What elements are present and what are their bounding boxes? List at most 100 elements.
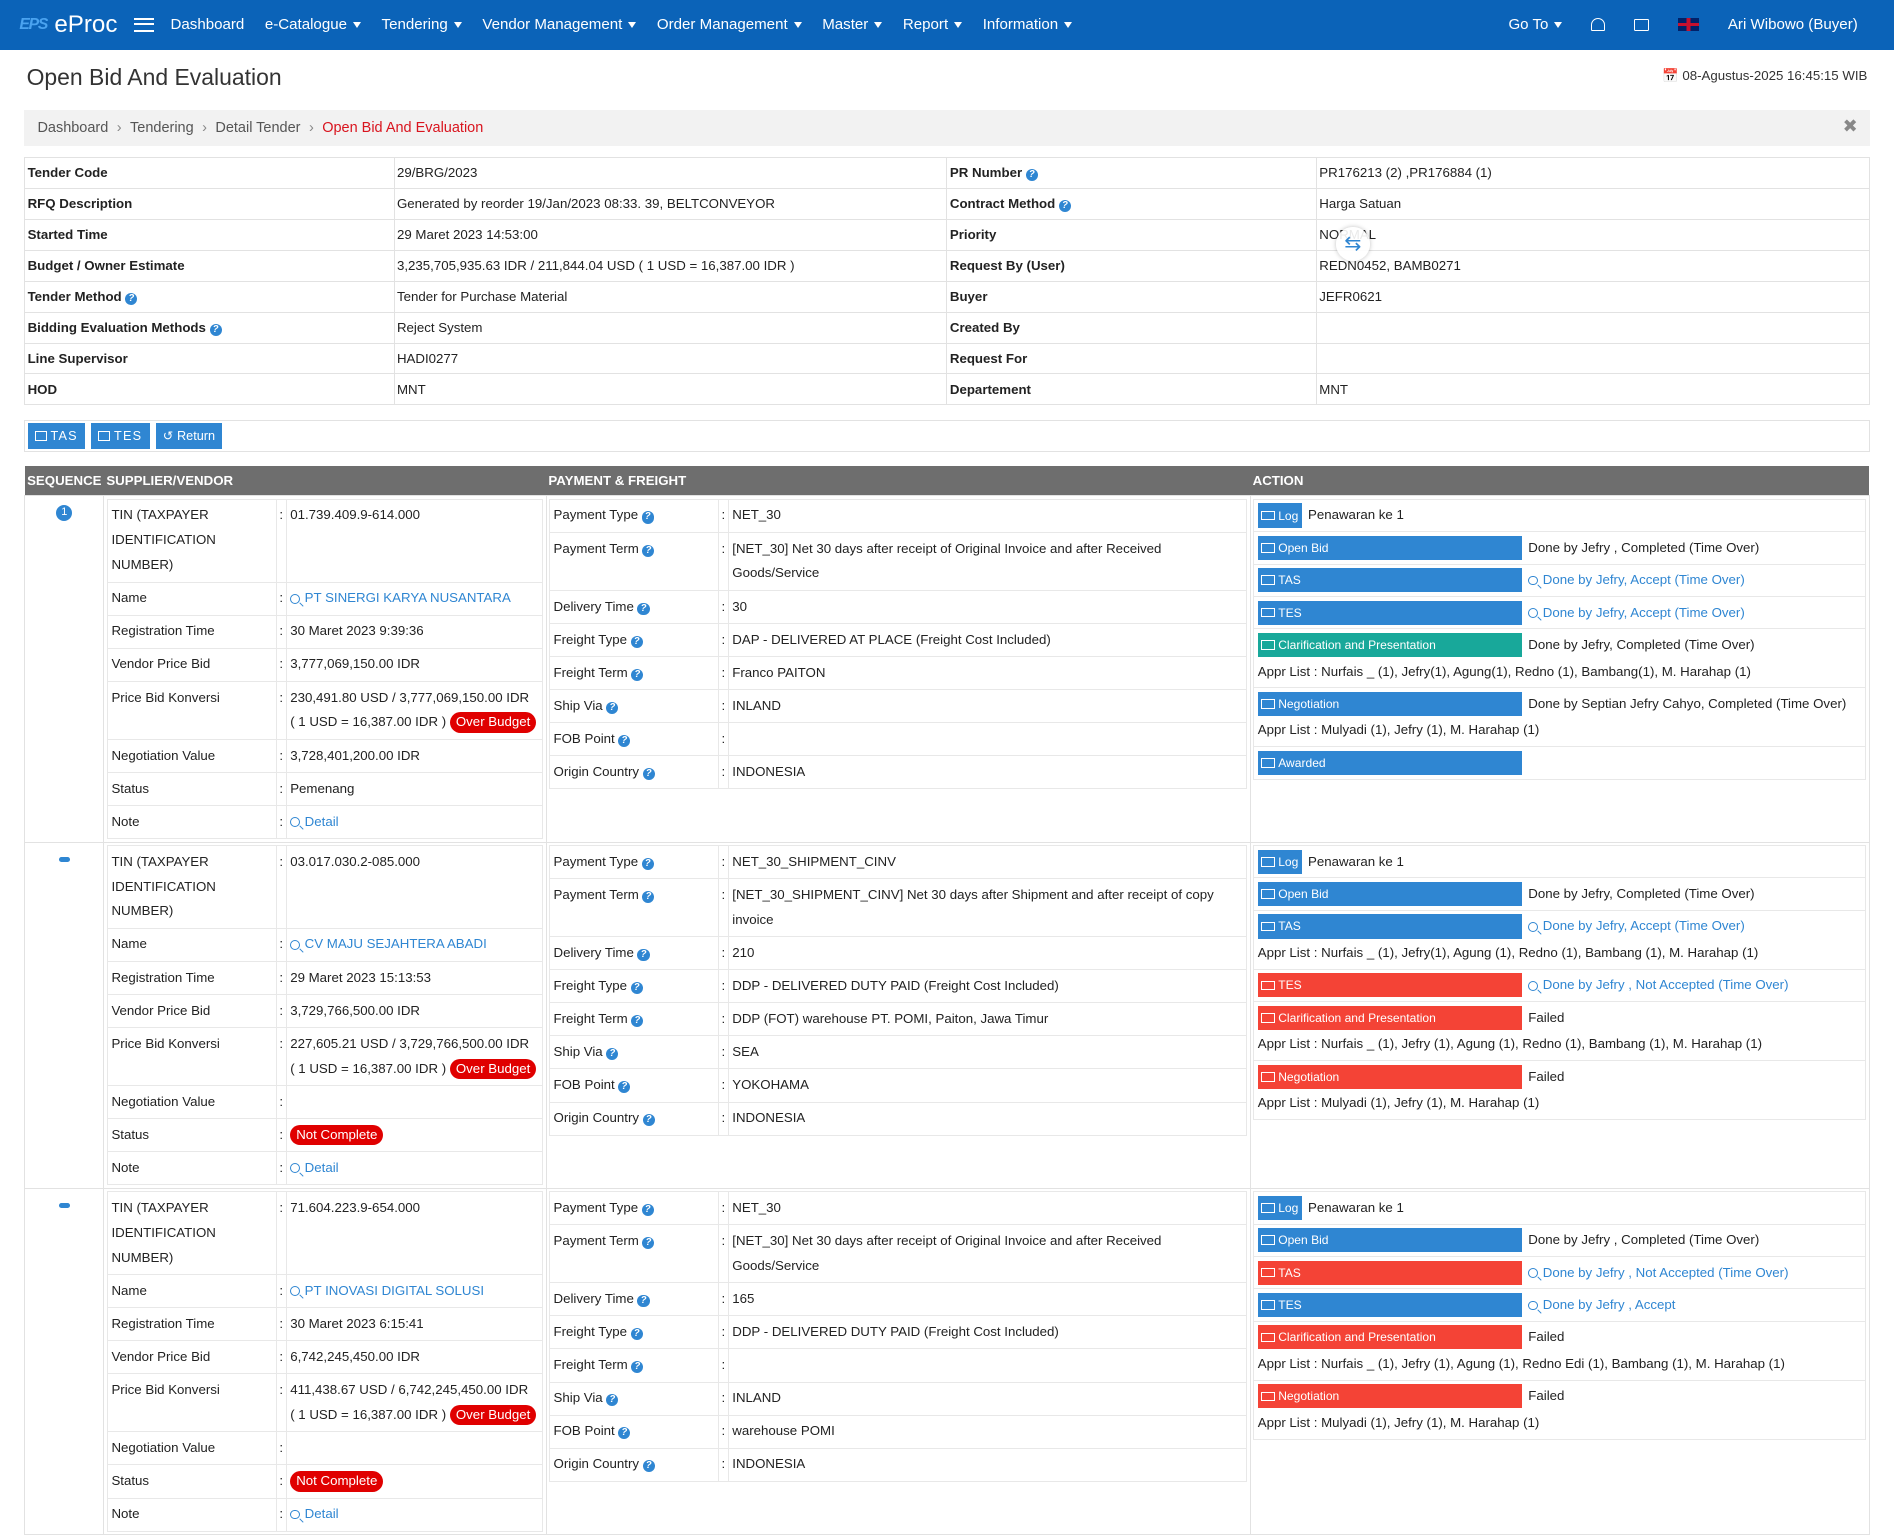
vendor-row: TIN (TAXPAYER IDENTIFICATION NUMBER):03.…	[24, 841, 1870, 1189]
help-icon[interactable]: ?	[631, 1361, 644, 1374]
help-icon[interactable]: ?	[642, 1236, 655, 1249]
help-icon[interactable]: ?	[637, 948, 650, 961]
nav-dashboard[interactable]: Dashboard	[170, 16, 245, 34]
return-button[interactable]: ↺ Return	[155, 423, 223, 449]
info-value: HADI0277	[393, 342, 948, 375]
nav-master[interactable]: Master	[822, 16, 883, 33]
nav-vendor-management[interactable]: Vendor Management	[482, 16, 637, 33]
log-button[interactable]: Log	[1257, 1195, 1302, 1220]
clarification-button[interactable]: Clarification and Presentation	[1257, 632, 1523, 658]
vendor-name-link[interactable]: CV MAJU SEJAHTERA ABADI	[290, 936, 487, 951]
field-label: FOB Point?	[548, 1068, 719, 1103]
negotiation-button[interactable]: Negotiation	[1257, 1064, 1523, 1089]
nav-report[interactable]: Report	[903, 16, 963, 33]
log-button[interactable]: Log	[1257, 503, 1302, 528]
tes-button[interactable]: TES	[1257, 600, 1523, 625]
help-icon[interactable]: ?	[630, 1327, 643, 1341]
note-detail-link[interactable]: Detail	[290, 1506, 339, 1521]
log-button[interactable]: Log	[1257, 849, 1302, 874]
clarification-button[interactable]: Clarification and Presentation	[1257, 1005, 1523, 1030]
help-icon[interactable]: ?	[125, 292, 138, 305]
result-link[interactable]: Done by Jefry, Accept (Time Over)	[1528, 605, 1745, 620]
open-bid-button[interactable]: Open Bid	[1257, 882, 1523, 907]
help-icon[interactable]: ?	[1025, 168, 1038, 181]
vendor-name: CV MAJU SEJAHTERA ABADI	[285, 927, 544, 962]
help-icon[interactable]: ?	[642, 1460, 655, 1473]
mail-icon[interactable]	[1633, 18, 1650, 31]
close-icon[interactable]: ✖	[1842, 115, 1858, 136]
breadcrumb-tendering[interactable]: Tendering	[130, 120, 194, 137]
field-label: Vendor Price Bid	[106, 1340, 277, 1375]
help-icon[interactable]: ?	[631, 668, 644, 681]
info-row: Tender Method? Tender for Purchase Materi…	[24, 280, 1870, 313]
result-link[interactable]: Done by Jefry , Not Accepted (Time Over)	[1528, 977, 1789, 992]
brand-logo[interactable]: EPS eProc	[19, 11, 117, 39]
note-detail-link[interactable]: Detail	[290, 814, 339, 829]
search-icon	[290, 1509, 300, 1520]
help-icon[interactable]: ?	[642, 1114, 655, 1127]
offer-round: Penawaran ke 1	[1308, 853, 1404, 869]
help-icon[interactable]: ?	[209, 323, 222, 336]
vendor-name-link[interactable]: PT INOVASI DIGITAL SOLUSI	[290, 1283, 484, 1298]
help-icon[interactable]: ?	[606, 701, 619, 714]
hamburger-menu-icon[interactable]	[134, 17, 154, 32]
open-bid-button[interactable]: Open Bid	[1257, 535, 1523, 560]
field-label: Note	[106, 805, 277, 840]
tes-button[interactable]: TES	[1257, 973, 1523, 998]
help-icon[interactable]: ?	[641, 857, 654, 870]
result-link[interactable]: Done by Jefry, Accept (Time Over)	[1528, 572, 1745, 587]
result-link[interactable]: Done by Jefry , Accept	[1528, 1297, 1675, 1312]
result-link[interactable]: Done by Jefry, Accept (Time Over)	[1528, 918, 1745, 933]
help-icon[interactable]: ?	[642, 767, 655, 781]
help-icon[interactable]: ?	[641, 511, 654, 524]
negotiation-button[interactable]: Negotiation	[1257, 1384, 1523, 1409]
swap-icon[interactable]: ⇆	[1335, 227, 1370, 261]
help-icon[interactable]: ?	[637, 1294, 650, 1307]
delivery-time: 165	[727, 1282, 1248, 1317]
negotiation-value	[285, 1085, 544, 1120]
status-cell: Not Complete	[285, 1118, 544, 1153]
search-icon	[1528, 608, 1538, 618]
breadcrumb-dashboard[interactable]: Dashboard	[37, 120, 109, 137]
tes-print-button[interactable]: TES	[91, 423, 150, 449]
negotiation-button[interactable]: Negotiation	[1257, 691, 1523, 717]
tes-button[interactable]: TES	[1257, 1292, 1523, 1318]
nav-order-management[interactable]: Order Management	[657, 16, 802, 33]
tas-button[interactable]: TAS	[1257, 1260, 1523, 1285]
bell-icon[interactable]	[1591, 18, 1605, 32]
nav-information[interactable]: Information	[983, 16, 1073, 33]
user-menu[interactable]: Ari Wibowo (Buyer)	[1727, 16, 1858, 34]
help-icon[interactable]: ?	[630, 981, 643, 994]
tas-button[interactable]: TAS	[1257, 914, 1523, 939]
payment-term: [NET_30_SHIPMENT_CINV] Net 30 days after…	[727, 878, 1248, 938]
info-label: Contract Method?	[946, 187, 1317, 220]
field-label: Price Bid Konversi	[106, 1373, 277, 1433]
help-icon[interactable]: ?	[618, 1081, 631, 1094]
help-icon[interactable]: ?	[1058, 199, 1071, 212]
help-icon[interactable]: ?	[618, 734, 631, 747]
origin-country: INDONESIA	[727, 755, 1248, 790]
uk-flag-icon[interactable]	[1678, 18, 1699, 32]
field-label: Registration Time	[106, 960, 277, 996]
tas-button[interactable]: TAS	[1257, 568, 1523, 593]
result-link[interactable]: Done by Jefry , Not Accepted (Time Over)	[1528, 1265, 1789, 1280]
help-icon[interactable]: ?	[606, 1047, 619, 1061]
awarded-button[interactable]: Awarded	[1257, 750, 1523, 775]
note-detail-link[interactable]: Detail	[290, 1160, 339, 1175]
clarification-button[interactable]: Clarification and Presentation	[1257, 1325, 1523, 1350]
breadcrumb-detail-tender[interactable]: Detail Tender	[215, 120, 301, 137]
help-icon[interactable]: ?	[631, 1014, 644, 1027]
goto-menu[interactable]: Go To	[1508, 16, 1563, 33]
tas-print-button[interactable]: TAS	[27, 423, 86, 449]
open-bid-button[interactable]: Open Bid	[1257, 1228, 1523, 1253]
help-icon[interactable]: ?	[637, 602, 650, 615]
nav-tendering[interactable]: Tendering	[382, 16, 462, 33]
help-icon[interactable]: ?	[618, 1427, 631, 1440]
help-icon[interactable]: ?	[641, 1203, 654, 1216]
help-icon[interactable]: ?	[642, 544, 655, 557]
help-icon[interactable]: ?	[606, 1394, 619, 1407]
nav-e-catalogue[interactable]: e-Catalogue	[265, 16, 362, 33]
vendor-name-link[interactable]: PT SINERGI KARYA NUSANTARA	[290, 590, 511, 605]
help-icon[interactable]: ?	[642, 890, 655, 903]
help-icon[interactable]: ?	[630, 635, 643, 648]
